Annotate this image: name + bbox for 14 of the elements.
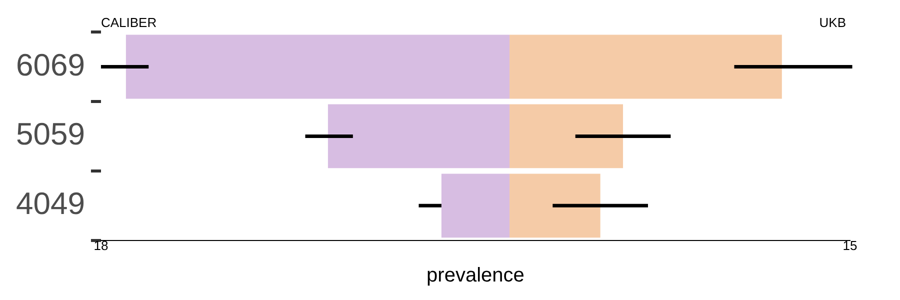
y-tick-label: 6069 <box>16 47 85 82</box>
y-tick-label: 5059 <box>16 116 85 152</box>
bar <box>126 34 510 99</box>
bar <box>510 34 782 99</box>
bar <box>510 174 600 238</box>
series-label: CALIBER <box>100 15 157 30</box>
bar <box>441 174 510 238</box>
bar <box>328 104 510 168</box>
bar <box>510 104 624 168</box>
x-axis-title: prevalence <box>426 264 524 287</box>
x-tick-label: 15 <box>842 238 858 253</box>
text: UKB <box>819 15 846 30</box>
y-tick-label: 4049 <box>16 186 85 222</box>
x-tick-label: 18 <box>94 238 108 253</box>
